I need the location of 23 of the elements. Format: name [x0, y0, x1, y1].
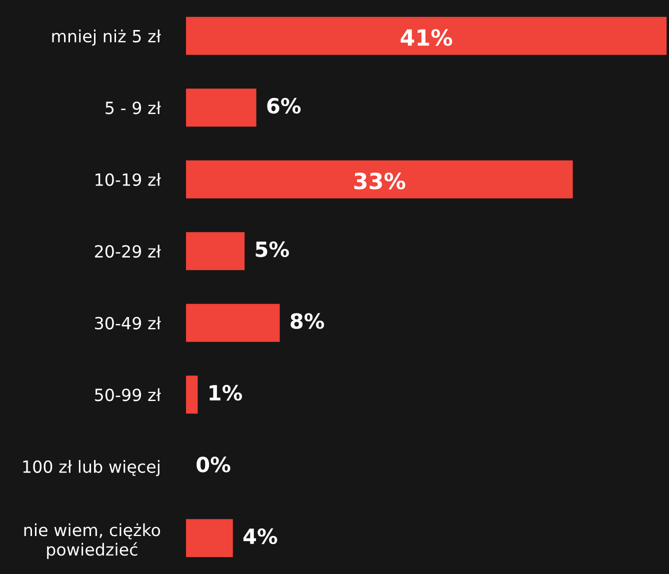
bar — [186, 16, 667, 55]
data-label: 1% — [210, 384, 242, 401]
y-tick-label: 100 zł lub więcej — [23, 460, 160, 476]
data-label: 4% — [243, 528, 278, 544]
data-label: 6% — [267, 98, 301, 114]
y-tick-label: 5 - 9 zł — [106, 101, 161, 114]
y-tick-label: 10-19 zł — [96, 173, 161, 186]
bar — [186, 160, 573, 198]
data-label: 41% — [400, 29, 452, 46]
data-label: 0% — [196, 456, 230, 472]
bar — [186, 304, 280, 342]
y-tick-label: 20-29 zł — [94, 244, 161, 258]
data-label: 5% — [256, 241, 289, 258]
y-tick-label: mniej niż 5 zł — [52, 30, 162, 46]
data-label: 8% — [290, 313, 324, 329]
y-tick-label: 30-49 zł — [95, 316, 161, 330]
y-tick-label: nie wiem, ciężko powiedzieć — [24, 523, 160, 559]
data-label: 33% — [354, 172, 406, 190]
bar — [186, 519, 233, 558]
bar — [186, 376, 198, 414]
bar — [186, 88, 256, 127]
bar — [186, 232, 245, 270]
y-tick-label: 50-99 zł — [95, 388, 161, 402]
